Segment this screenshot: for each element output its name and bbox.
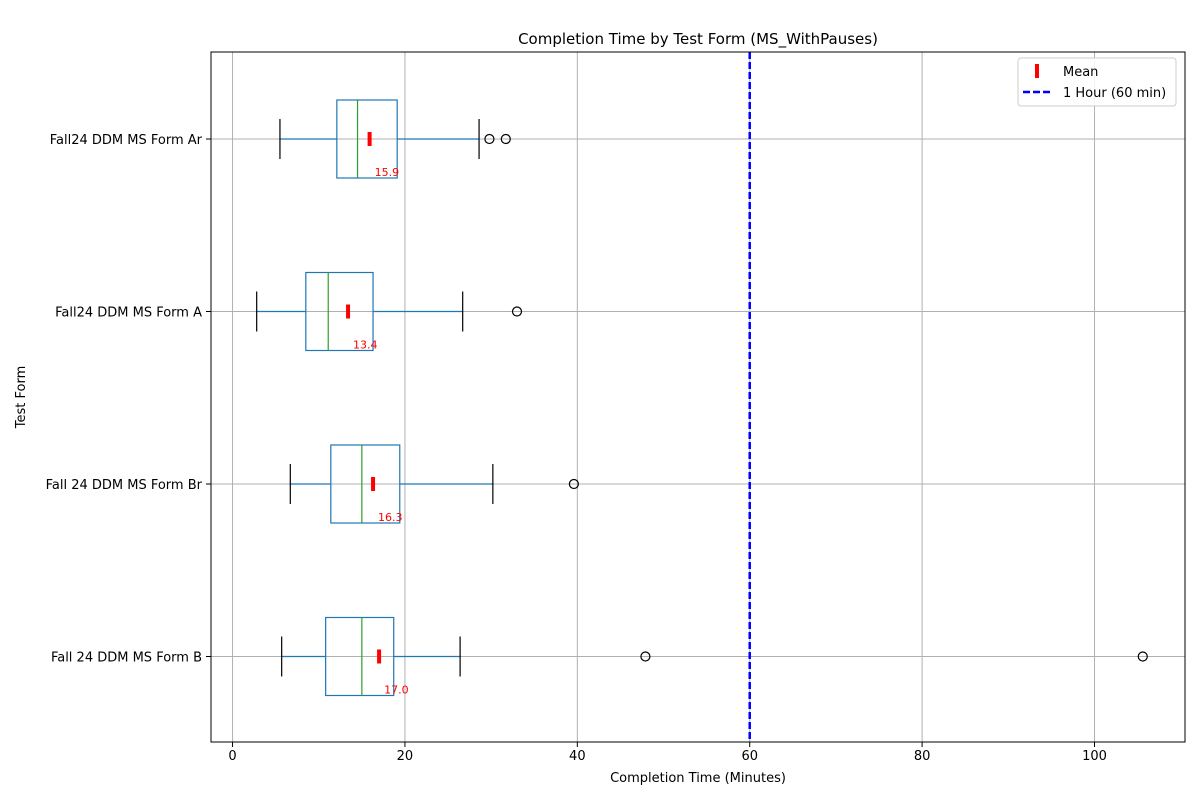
mean-marker (371, 477, 376, 491)
mean-value-label: 17.0 (384, 684, 409, 697)
grid (211, 52, 1185, 742)
outlier-point (568, 478, 579, 490)
box-group: 13.4 (256, 271, 523, 352)
legend-frame (1017, 57, 1177, 107)
boxes: 15.9 13.4 16.3 17.0 (256, 99, 1148, 697)
x-axis-label: Completion Time (Minutes) (610, 771, 786, 786)
x-tick-label: 20 (397, 749, 414, 764)
y-tick-label: Fall 24 DDM MS Form Br (46, 478, 203, 493)
mean-marker (367, 132, 372, 146)
iqr-box (336, 99, 398, 179)
x-tick-label: 0 (228, 749, 236, 764)
iqr-box (305, 271, 374, 352)
legend-reference-label: 1 Hour (60 min) (1063, 86, 1166, 101)
axes: 0 20 40 60 80 100 Fall24 DDM MS Form Ar Fall24 … (46, 51, 1186, 764)
legend-mean-marker (1035, 64, 1039, 78)
legend: Mean 1 Hour (60 min) (1017, 57, 1177, 107)
mean-value-label: 13.4 (353, 339, 378, 352)
x-tick-label: 80 (914, 749, 931, 764)
outlier-point (511, 306, 523, 317)
mean-marker (377, 649, 382, 664)
outlier-point (640, 651, 651, 662)
x-tick-label: 60 (741, 749, 758, 764)
outlier-point (484, 133, 495, 145)
box-group: 17.0 (281, 616, 1148, 697)
outlier-point (1137, 651, 1148, 662)
y-tick-label: Fall24 DDM MS Form Ar (50, 133, 203, 148)
x-tick-label: 100 (1082, 749, 1107, 764)
chart-title: Completion Time by Test Form (MS_WithPau… (518, 30, 878, 49)
mean-value-label: 16.3 (378, 511, 403, 524)
iqr-box (330, 444, 401, 524)
x-tick-label: 40 (569, 749, 586, 764)
plot-frame (210, 51, 1186, 743)
box-group: 15.9 (279, 99, 511, 179)
outlier-point (500, 133, 511, 145)
legend-mean-label: Mean (1063, 65, 1098, 80)
mean-value-label: 15.9 (375, 166, 400, 179)
box-group: 16.3 (289, 444, 579, 524)
y-tick-label: Fall 24 DDM MS Form B (51, 651, 202, 666)
iqr-box (325, 616, 395, 697)
y-tick-label: Fall24 DDM MS Form A (55, 306, 202, 321)
y-axis-label: Test Form (14, 366, 29, 429)
mean-marker (346, 304, 351, 319)
